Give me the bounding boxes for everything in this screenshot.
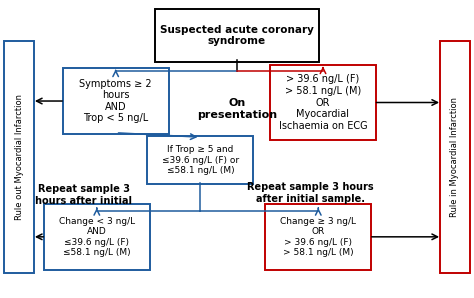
- FancyBboxPatch shape: [63, 68, 169, 134]
- Text: Repeat sample 3 hours
after initial sample.: Repeat sample 3 hours after initial samp…: [247, 182, 374, 204]
- FancyBboxPatch shape: [155, 9, 319, 62]
- Text: Symptoms ≥ 2
hours
AND
Trop < 5 ng/L: Symptoms ≥ 2 hours AND Trop < 5 ng/L: [79, 79, 152, 123]
- Text: Change < 3 ng/L
AND
≤39.6 ng/L (F)
≤58.1 ng/L (M): Change < 3 ng/L AND ≤39.6 ng/L (F) ≤58.1…: [59, 217, 135, 257]
- Text: If Trop ≥ 5 and
≤39.6 ng/L (F) or
≤58.1 ng/L (M): If Trop ≥ 5 and ≤39.6 ng/L (F) or ≤58.1 …: [162, 145, 239, 175]
- FancyBboxPatch shape: [44, 204, 150, 270]
- Text: Repeat sample 3
hours after initial: Repeat sample 3 hours after initial: [36, 184, 132, 206]
- Text: Suspected acute coronary
syndrome: Suspected acute coronary syndrome: [160, 24, 314, 46]
- FancyBboxPatch shape: [265, 204, 371, 270]
- Text: > 39.6 ng/L (F)
> 58.1 ng/L (M)
OR
Myocardial
Ischaemia on ECG: > 39.6 ng/L (F) > 58.1 ng/L (M) OR Myoca…: [279, 74, 367, 131]
- Text: Rule out Myocardial Infarction: Rule out Myocardial Infarction: [15, 94, 24, 220]
- FancyBboxPatch shape: [4, 41, 35, 273]
- Text: Change ≥ 3 ng/L
OR
> 39.6 ng/L (F)
> 58.1 ng/L (M): Change ≥ 3 ng/L OR > 39.6 ng/L (F) > 58.…: [280, 217, 356, 257]
- Text: Rule in Myocardial Infarction: Rule in Myocardial Infarction: [450, 97, 459, 217]
- FancyBboxPatch shape: [147, 136, 254, 184]
- Text: On
presentation: On presentation: [197, 98, 277, 120]
- FancyBboxPatch shape: [439, 41, 470, 273]
- FancyBboxPatch shape: [270, 65, 376, 140]
